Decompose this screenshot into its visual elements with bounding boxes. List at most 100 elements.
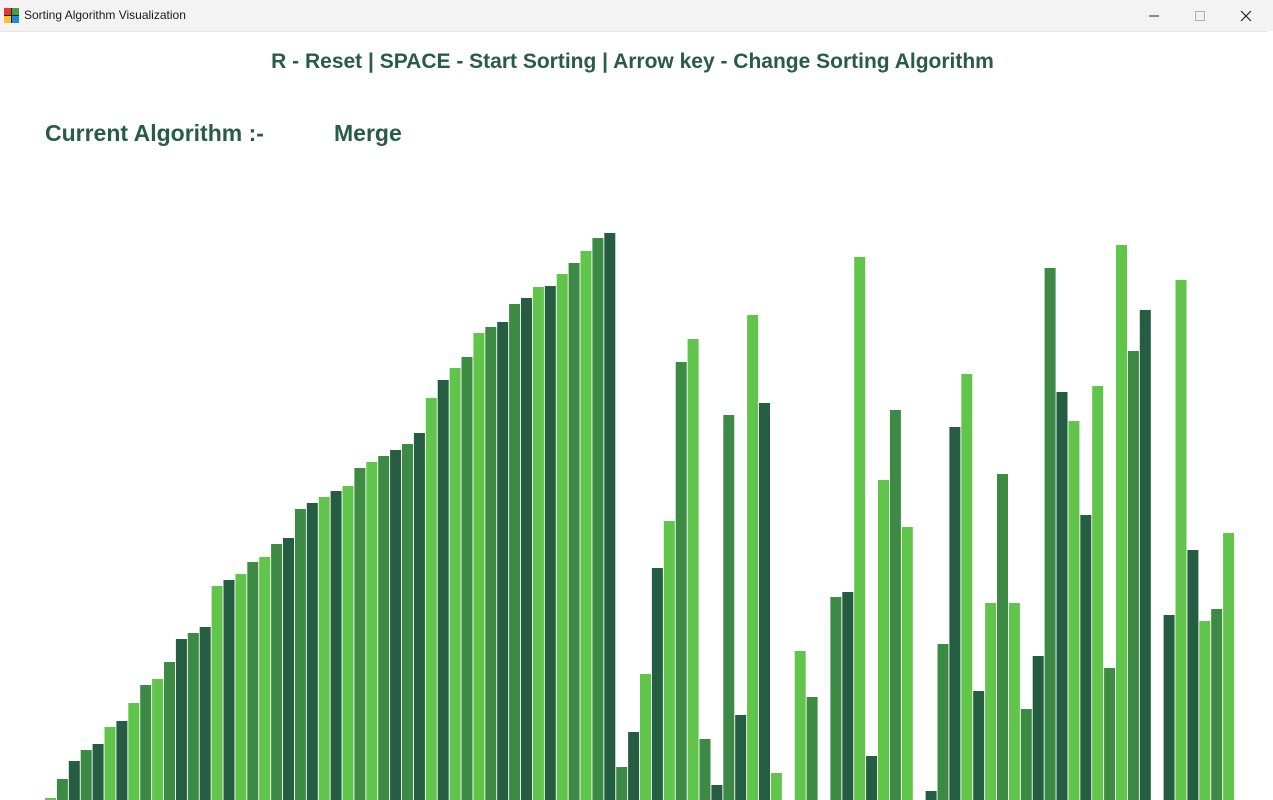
bar <box>687 339 699 800</box>
bar <box>1020 709 1032 800</box>
bar <box>378 456 390 800</box>
app-icon-cell <box>12 8 19 15</box>
bar <box>628 732 640 800</box>
bar <box>318 497 330 800</box>
bar <box>1008 603 1020 800</box>
bar <box>271 544 283 800</box>
app-icon-cell <box>12 16 19 23</box>
bar <box>330 491 342 800</box>
bar <box>1116 245 1127 800</box>
bar <box>199 627 211 800</box>
bar <box>509 304 521 800</box>
bar <box>961 374 973 800</box>
maximize-button[interactable] <box>1177 0 1223 31</box>
bar <box>259 557 271 800</box>
bar <box>949 427 961 800</box>
bar <box>1187 550 1199 800</box>
bar <box>878 480 889 800</box>
bar <box>68 761 80 800</box>
bar <box>1175 280 1187 800</box>
bar <box>854 257 866 800</box>
bar <box>116 721 128 800</box>
bar <box>366 462 378 800</box>
window-edge <box>1267 31 1273 800</box>
bar <box>211 586 223 800</box>
bar <box>80 750 92 800</box>
bar <box>794 651 806 800</box>
bar <box>985 603 997 800</box>
bar <box>842 592 854 800</box>
title-bar: Sorting Algorithm Visualization <box>0 0 1273 32</box>
close-button[interactable] <box>1223 0 1269 31</box>
bar <box>1127 351 1139 800</box>
bar <box>45 798 56 800</box>
bar <box>1044 268 1056 800</box>
bar <box>723 415 735 800</box>
bar <box>461 357 473 800</box>
bar <box>92 744 104 800</box>
bar <box>247 562 259 800</box>
bar <box>1211 609 1223 800</box>
bar <box>354 468 366 800</box>
bar <box>592 238 604 800</box>
bar <box>889 410 901 800</box>
bar <box>283 538 294 800</box>
bar <box>568 263 580 800</box>
bar <box>937 644 949 800</box>
bar <box>425 398 437 800</box>
minimize-icon <box>1149 15 1159 16</box>
bar-chart <box>45 233 1235 800</box>
bar <box>580 251 592 800</box>
bar <box>770 773 782 800</box>
algorithm-label: Current Algorithm :- <box>45 120 264 146</box>
bar <box>830 597 842 800</box>
bar <box>1056 392 1068 800</box>
bar <box>747 315 759 800</box>
bar <box>806 697 818 800</box>
bar <box>532 287 544 800</box>
bar <box>973 691 985 800</box>
app-grid-icon <box>4 8 19 23</box>
bar <box>651 568 663 800</box>
bar <box>699 739 711 800</box>
bar <box>294 509 306 800</box>
bar <box>175 639 187 800</box>
bar <box>342 486 354 800</box>
bar <box>604 233 616 800</box>
bar <box>640 674 651 800</box>
bar <box>556 274 568 800</box>
bar <box>1139 310 1151 800</box>
bar <box>735 715 747 800</box>
window-title: Sorting Algorithm Visualization <box>24 8 186 22</box>
bar <box>306 503 318 800</box>
bar <box>164 662 175 800</box>
bar <box>997 474 1008 800</box>
bar <box>449 368 461 800</box>
bar <box>1080 515 1092 800</box>
bar <box>544 286 556 800</box>
bar <box>925 791 937 800</box>
bar <box>140 685 152 800</box>
bar <box>759 403 770 800</box>
bar <box>235 574 247 800</box>
close-icon <box>1240 10 1252 21</box>
bar <box>1104 668 1116 800</box>
app-icon-cell <box>4 8 11 15</box>
bar <box>128 703 140 800</box>
bar <box>56 779 68 800</box>
bar <box>104 727 116 800</box>
bar <box>1199 621 1211 800</box>
instructions-text: R - Reset | SPACE - Start Sorting | Arro… <box>271 50 994 73</box>
bar <box>390 450 402 800</box>
bar <box>1032 656 1044 800</box>
bar <box>675 362 687 800</box>
bar <box>473 333 485 800</box>
bar <box>1223 533 1235 800</box>
bar <box>1068 421 1080 800</box>
bar <box>402 444 413 800</box>
bar <box>1163 615 1175 800</box>
minimize-button[interactable] <box>1131 0 1177 31</box>
bar <box>437 380 449 800</box>
bar <box>497 322 509 800</box>
bar <box>152 679 164 800</box>
